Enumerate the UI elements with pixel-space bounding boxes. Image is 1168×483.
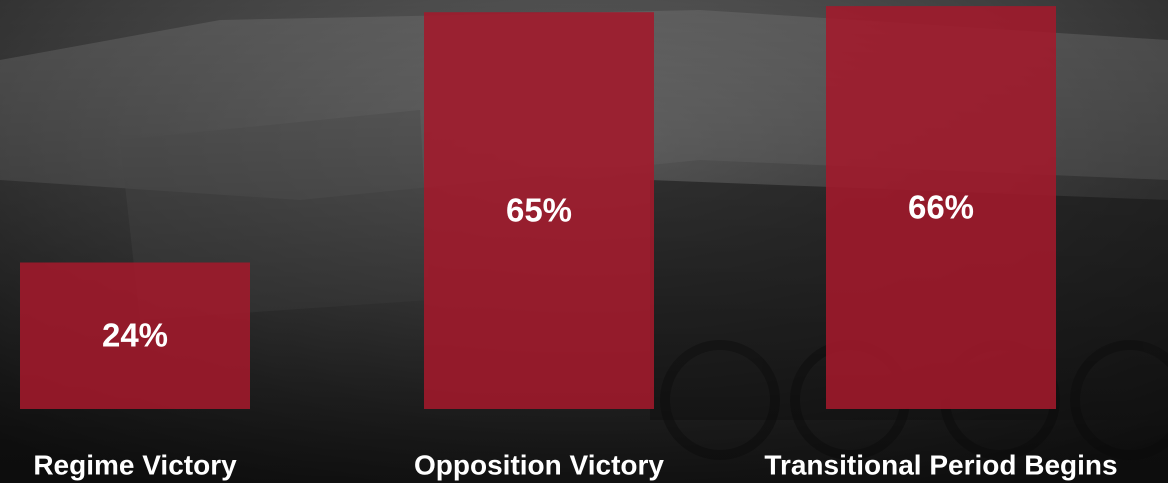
bar — [20, 262, 250, 409]
value-label: 65% — [506, 191, 572, 228]
value-label: 24% — [102, 316, 168, 353]
category-label: Regime Victory — [33, 449, 237, 480]
bar — [424, 12, 654, 410]
value-label: 66% — [908, 188, 974, 225]
bar — [826, 6, 1056, 409]
category-label: Transitional Period Begins — [764, 449, 1117, 480]
category-label: Opposition Victory — [414, 449, 664, 480]
